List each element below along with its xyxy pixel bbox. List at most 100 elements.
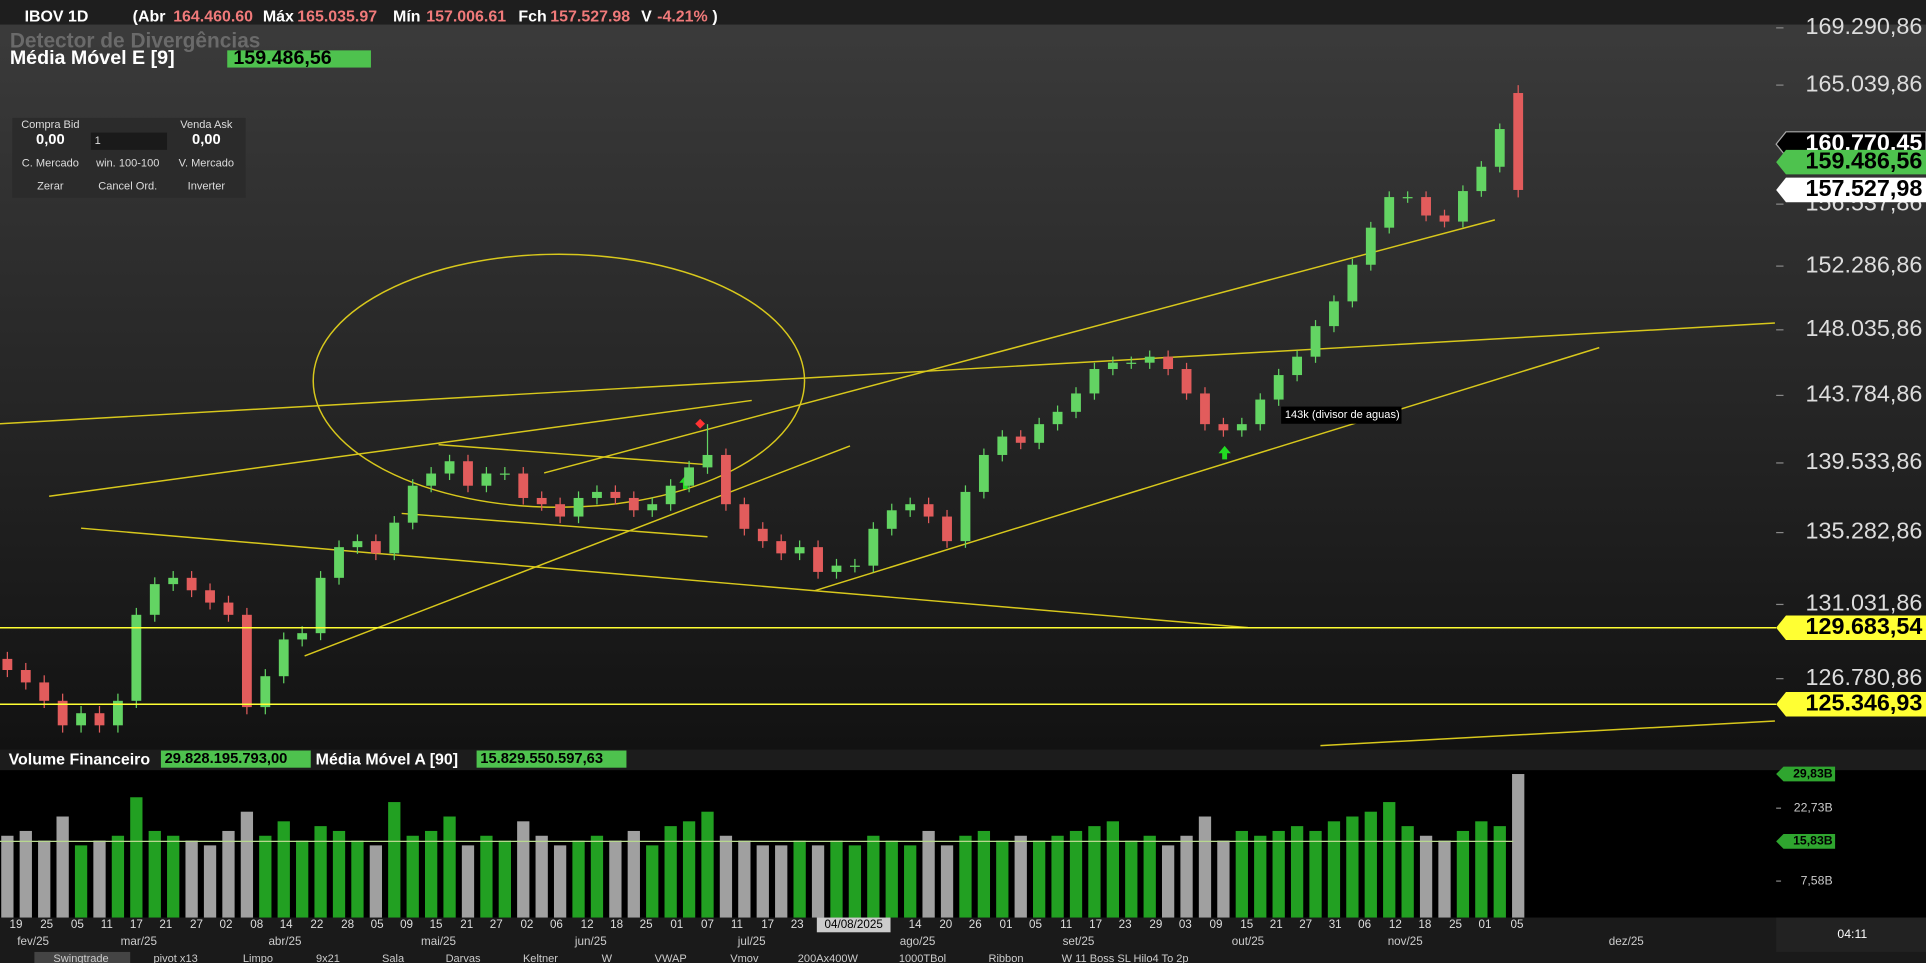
x-tick-label: 05 [71,918,84,931]
candle-body [463,461,473,486]
candle-body [868,528,879,566]
symbol: IBOV 1D [25,8,89,25]
volume-bar [1,835,14,918]
button[interactable]: Cancel Ord. [98,181,157,193]
volume-bar [553,845,567,918]
volume-bar [1180,835,1193,918]
tab[interactable]: Keltner [523,953,558,963]
volume-bar [867,835,880,918]
tab[interactable]: Darvas [446,953,481,963]
x-tick-label: 11 [1060,918,1072,931]
button[interactable]: V. Mercado [179,157,234,169]
tab[interactable]: pivot x13 [154,953,198,963]
ma-value: 159.486,56 [233,47,331,69]
trendline [1320,720,1775,747]
y-tick-label: 165.039,86 [1806,70,1923,96]
button[interactable]: Zerar [37,181,64,193]
tab[interactable]: VWAP [655,953,687,963]
y-tick-label: 143.784,86 [1806,381,1923,407]
button[interactable]: C. Mercado [22,157,79,169]
tab[interactable]: Sala [382,953,405,963]
candle-body [223,602,234,615]
tab[interactable]: 200Ax400W [798,953,859,963]
candle-body [186,577,197,591]
candle-body [776,541,787,554]
x-tick-label: 02 [520,918,533,931]
y-tick-label: 152.286,86 [1806,251,1923,277]
volume-bar [130,797,143,918]
volume-bar [1143,835,1156,918]
volume-ma-label: Média Móvel A [90] [316,752,458,769]
volume-bar [775,845,788,918]
candle-body [905,504,916,511]
tab[interactable]: W 11 Boss SL Hilo4 To 2p [1062,953,1189,963]
price-tag [1776,177,1926,203]
tab[interactable]: Vmov [730,953,759,963]
qty[interactable]: 1 [95,135,101,147]
x-tick-label: 09 [400,918,413,931]
candle-body [1034,424,1045,443]
open-label: (Abr [133,8,166,25]
tab[interactable]: 9x21 [316,953,340,963]
ma-label: Média Móvel E [9] [10,47,175,69]
volume-tag-label: 15,83B [1793,834,1833,848]
y-tick-label: 135.282,86 [1806,518,1923,544]
volume-bar [885,840,898,918]
tab[interactable]: Ribbon [988,953,1023,963]
x-tick-label: 23 [791,918,804,931]
candle-body [1439,215,1450,222]
price-tag [1776,149,1926,175]
volume-bar [793,840,806,918]
candle-body [628,497,639,511]
x-tick-label: 14 [280,918,293,931]
x-tick-label: 02 [220,918,233,931]
volume-bar [959,835,972,918]
button[interactable]: Inverter [188,181,226,193]
x-tick-label: 22 [310,918,323,931]
tab[interactable]: 1000TBol [899,953,946,963]
candle-body [536,497,547,505]
volume-bar [1364,811,1377,918]
volume-bar [904,845,917,918]
button[interactable]: win. 100-100 [95,157,159,169]
x-tick-label: 27 [490,918,503,931]
candle-body [757,528,768,542]
candle-body [610,491,621,498]
candle-body [1329,301,1339,327]
volume-bar [296,840,309,918]
low-label: Mín [393,8,420,25]
candle-body [1200,393,1210,425]
candle-body [1513,93,1524,190]
x-tick-label: 03 [1179,918,1192,931]
level-tag [1776,691,1926,717]
price-tag-label: 157.527,98 [1806,175,1923,201]
var-label: V [641,8,652,25]
tab[interactable]: Limpo [243,953,273,963]
volume-bar [682,821,696,918]
volume-bar [848,845,862,918]
volume-bar [701,811,714,918]
x-tick-label: 11 [101,918,113,931]
candle-body [813,547,823,572]
candle-body [1273,375,1284,400]
volume-bar [1125,840,1138,918]
low-value: 157.006.61 [426,8,506,25]
high-label: Máx [263,8,294,25]
candle-body [647,504,658,511]
tab[interactable]: Swingtrade [53,953,108,963]
candle-body [260,676,271,708]
tab[interactable]: W [602,953,613,963]
qty-input[interactable] [90,132,168,150]
level-tag [1776,615,1926,641]
volume-bar [1272,830,1285,918]
volume-bar [1327,821,1341,918]
candle-body [886,510,897,529]
buy-arrow [1218,445,1231,460]
x-tick-label: 01 [1479,918,1492,931]
volume-bar [1493,826,1506,918]
x-tick-label: 15 [1240,918,1253,931]
volume-bar [977,830,991,918]
month-label: jul/25 [737,935,766,948]
volume-bar [1088,826,1101,918]
